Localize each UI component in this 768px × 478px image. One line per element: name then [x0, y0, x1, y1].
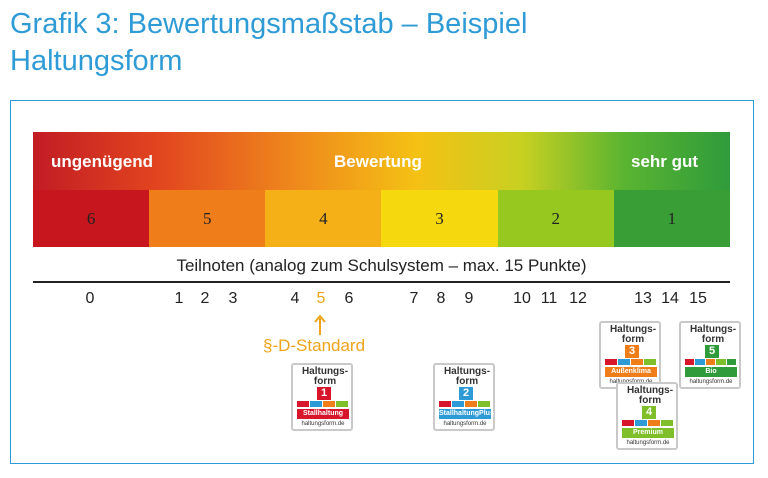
point-label: 4	[290, 290, 300, 307]
scale-center-label: Bewertung	[334, 152, 422, 171]
arrow-up-icon	[314, 314, 326, 335]
badge-name: StallhaltungPlus	[439, 409, 494, 419]
badge-title: Haltungs-form	[443, 366, 491, 387]
title-line-2: Haltungsform	[10, 45, 183, 77]
point-label: 2	[200, 290, 210, 307]
haltungsform-badge-1: Haltungs-form 1 Stallhaltung haltungsfor…	[291, 363, 353, 431]
badge-steps	[685, 359, 737, 365]
grade-cell: 6	[33, 190, 150, 247]
badge-title: Haltungs-form	[609, 324, 657, 345]
point-label: 0	[85, 290, 95, 307]
point-label: 13	[634, 290, 652, 307]
rating-gradient-bar: ungenügend Bewertung sehr gut	[33, 132, 730, 190]
badge-steps	[622, 420, 674, 426]
teilnoten-label: Teilnoten (analog zum Schulsystem – max.…	[176, 256, 587, 275]
point-label: 1	[174, 290, 184, 307]
badge-title: Haltungs-form	[689, 324, 737, 345]
diagram-frame	[10, 100, 754, 464]
badge-level: 3	[625, 345, 639, 358]
badge-name: Bio	[685, 367, 737, 377]
haltungsform-badge-5: Haltungs-form 5 Bio haltungsform.de	[679, 321, 741, 389]
badge-steps	[605, 359, 657, 365]
point-label: 14	[661, 290, 679, 307]
point-label: 3	[228, 290, 238, 307]
point-label: 10	[513, 290, 531, 307]
point-label: 11	[540, 290, 558, 307]
standard-label: §-D-Standard	[263, 336, 366, 355]
badge-url: haltungsform.de	[689, 379, 733, 385]
badge-steps	[297, 401, 349, 407]
haltungsform-badge-3: Haltungs-form 3 Außenklima haltungsform.…	[599, 321, 661, 389]
point-label-highlight: 5	[316, 290, 326, 307]
page-title: Grafik 3: Bewertungsmaßstab – Beispiel H…	[10, 6, 750, 80]
grade-cell: 2	[497, 190, 614, 247]
badge-level: 2	[459, 387, 473, 400]
title-line-1: Grafik 3: Bewertungsmaßstab – Beispiel	[10, 8, 528, 40]
grade-cell: 4	[265, 190, 382, 247]
rating-scale: ungenügend Bewertung sehr gut 6 5 4 3 2 …	[33, 132, 730, 247]
haltungsform-badge-4: Haltungs-form 4 Premium haltungsform.de	[616, 382, 678, 450]
point-label: 15	[689, 290, 707, 307]
badge-title: Haltungs-form	[626, 385, 674, 406]
badge-name: Außenklima	[605, 367, 657, 377]
grade-cell: 5	[149, 190, 266, 247]
badge-level: 4	[642, 406, 656, 419]
grade-cells: 6 5 4 3 2 1	[33, 190, 730, 247]
point-label: 12	[569, 290, 587, 307]
haltungsform-badge-2: Haltungs-form 2 StallhaltungPlus haltung…	[433, 363, 495, 431]
point-label: 8	[436, 290, 446, 307]
badge-name: Stallhaltung	[297, 409, 349, 419]
scale-right-label: sehr gut	[631, 152, 699, 171]
badge-level: 5	[705, 345, 719, 358]
grade-cell: 3	[381, 190, 498, 247]
badge-url: haltungsform.de	[626, 440, 670, 446]
point-label: 7	[409, 290, 419, 307]
badge-url: haltungsform.de	[301, 421, 345, 427]
scale-divider	[33, 281, 730, 283]
badge-title: Haltungs-form	[301, 366, 349, 387]
badge-url: haltungsform.de	[443, 421, 487, 427]
badge-level: 1	[317, 387, 331, 400]
point-label: 6	[344, 290, 354, 307]
grade-cell: 1	[613, 190, 730, 247]
badge-steps	[439, 401, 491, 407]
badge-name: Premium	[622, 428, 674, 438]
point-label: 9	[464, 290, 474, 307]
scale-left-label: ungenügend	[51, 152, 153, 171]
